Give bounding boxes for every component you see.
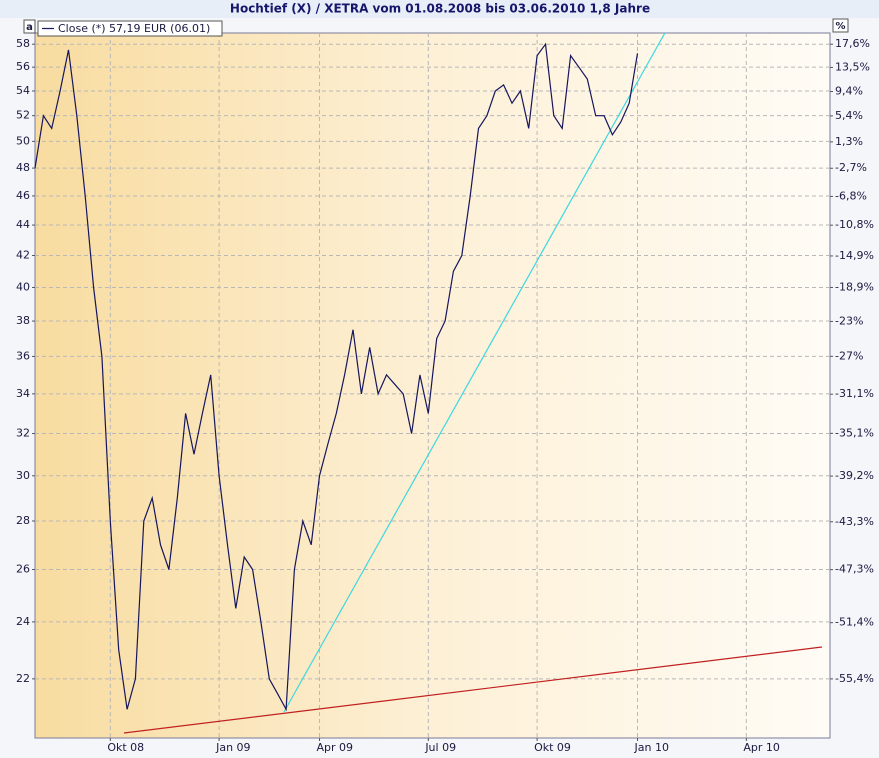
y-tick-label: 42 <box>16 249 30 262</box>
chart-title: Hochtief (X) / XETRA vom 01.08.2008 bis … <box>230 2 650 16</box>
trend-lines <box>123 33 823 734</box>
y2-tick-label: -14,9% <box>835 249 874 262</box>
y-tick-label: 36 <box>16 349 30 362</box>
x-tick-label: Jul 09 <box>424 741 456 754</box>
y2-tick-label: -47,3% <box>835 563 874 576</box>
y2-tick-label: 13,5% <box>835 60 870 73</box>
title-bar <box>0 0 879 18</box>
y-tick-label: 48 <box>16 161 30 174</box>
y-tick-label: 26 <box>16 562 30 575</box>
legend <box>37 20 223 37</box>
y-tick-label: 32 <box>16 427 30 440</box>
y-tick-label: 22 <box>16 672 30 685</box>
y-tick-label: 50 <box>16 134 30 147</box>
y-tick-label: 58 <box>16 37 30 50</box>
x-tick-label: Apr 09 <box>317 741 354 754</box>
y-tick-label: 56 <box>16 60 30 73</box>
y2-tick-label: -43,3% <box>835 515 874 528</box>
y-tick-label: 46 <box>16 189 30 202</box>
y2-tick-label: -31,1% <box>835 387 874 400</box>
x-tick-label: Jan 10 <box>634 741 669 754</box>
y2-tick-label: 5,4% <box>835 109 863 122</box>
corner-label: % <box>835 21 845 32</box>
y2-tick-label: -6,8% <box>835 189 867 202</box>
trend-line-base <box>123 646 823 734</box>
trend-line-up <box>283 33 666 713</box>
y2-tick-label: -18,9% <box>835 280 874 293</box>
y-tick-label: 40 <box>16 280 30 293</box>
price-line <box>34 42 639 712</box>
y2-tick-label: -10,8% <box>835 218 874 231</box>
y-tick-label: 52 <box>16 109 30 122</box>
legend-label: Close (*) 57,19 EUR (06.01) <box>58 22 210 35</box>
y-tick-label: 38 <box>16 314 30 327</box>
corner-box <box>23 19 36 34</box>
y-tick-label: 24 <box>16 615 30 628</box>
y2-tick-label: -27% <box>835 349 863 362</box>
y2-tick-label: -39,2% <box>835 469 874 482</box>
x-tick-label: Okt 09 <box>534 741 571 754</box>
y2-tick-label: -51,4% <box>835 616 874 629</box>
corner-label: a <box>26 22 33 33</box>
y2-tick-label: 17,6% <box>835 37 870 50</box>
x-tick-label: Jan 09 <box>215 741 250 754</box>
y2-tick-label: -55,4% <box>835 672 874 685</box>
y2-tick-label: -23% <box>835 314 863 327</box>
corner-box <box>832 18 849 33</box>
y-tick-label: 44 <box>16 218 30 231</box>
y2-tick-label: -35,1% <box>835 426 874 439</box>
y-tick-label: 34 <box>16 387 30 400</box>
y-tick-label: 30 <box>16 469 30 482</box>
y2-tick-label: 9,4% <box>835 85 863 98</box>
y2-tick-label: 1,3% <box>835 135 863 148</box>
y-tick-label: 28 <box>16 514 30 527</box>
y-tick-label: 54 <box>16 84 30 97</box>
x-tick-label: Okt 08 <box>107 741 144 754</box>
plot-area <box>34 32 831 739</box>
x-tick-label: Apr 10 <box>743 741 780 754</box>
y2-tick-label: -2,7% <box>835 161 867 174</box>
